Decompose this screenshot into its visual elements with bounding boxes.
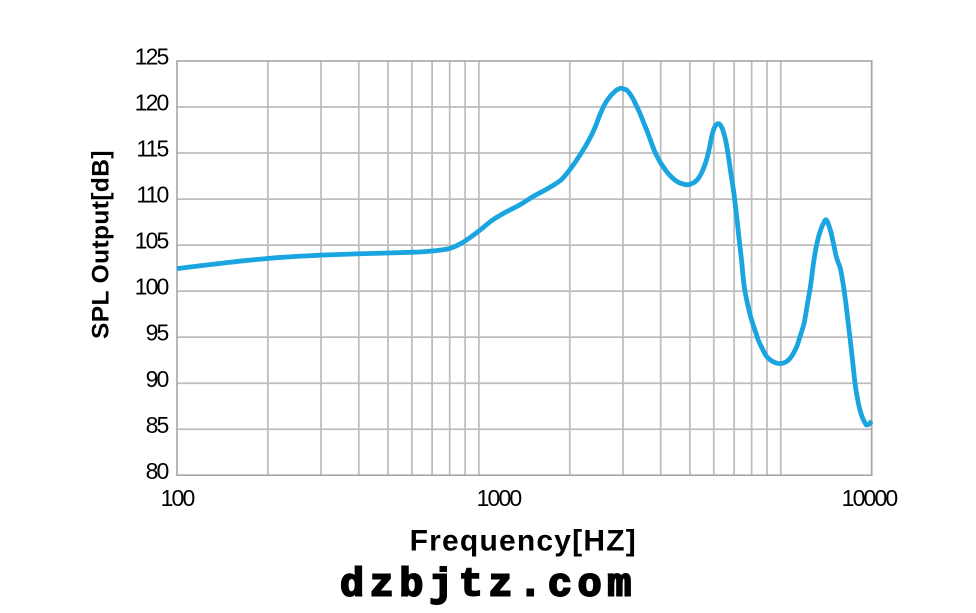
svg-text:115: 115 xyxy=(136,136,168,162)
svg-text:110: 110 xyxy=(136,182,168,208)
svg-text:85: 85 xyxy=(146,412,169,438)
svg-text:125: 125 xyxy=(135,44,169,70)
svg-text:1000: 1000 xyxy=(477,485,522,511)
svg-text:100: 100 xyxy=(135,274,169,300)
svg-text:SPL Output[dB]: SPL Output[dB] xyxy=(88,150,115,339)
svg-text:100: 100 xyxy=(161,485,195,511)
svg-text:10000: 10000 xyxy=(842,485,898,511)
svg-text:105: 105 xyxy=(135,228,169,254)
svg-text:90: 90 xyxy=(146,366,169,392)
svg-text:95: 95 xyxy=(146,320,169,346)
svg-text:80: 80 xyxy=(146,458,169,484)
svg-text:120: 120 xyxy=(135,90,169,116)
svg-text:Frequency[HZ]: Frequency[HZ] xyxy=(410,524,637,557)
svg-text:dzbjtz.com: dzbjtz.com xyxy=(340,564,637,609)
